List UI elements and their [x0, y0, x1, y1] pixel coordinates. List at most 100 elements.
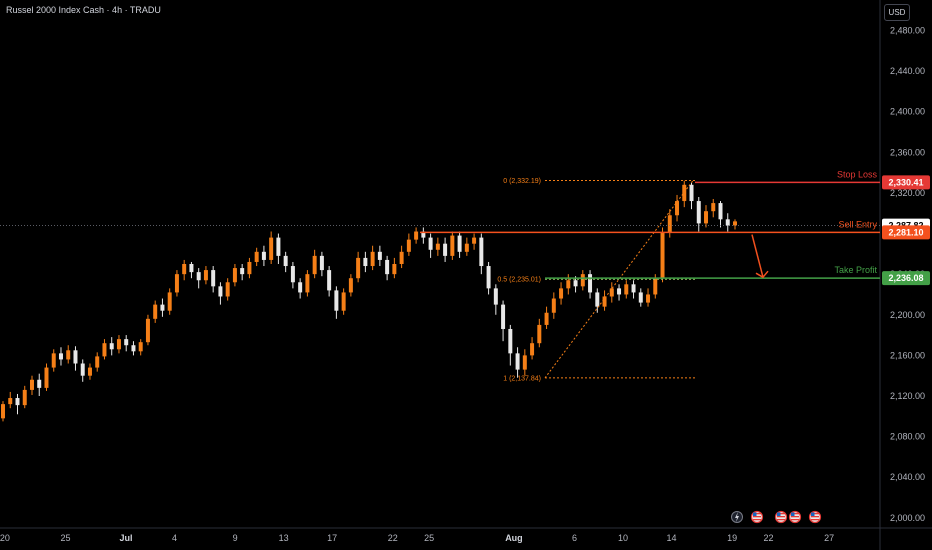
x-tick-label: 13 [279, 533, 289, 543]
y-axis[interactable]: 2,000.00 2,040.00 2,080.00 2,120.00 2,160.00… [882, 25, 930, 523]
candle [725, 213, 730, 232]
trade-levels[interactable]: Stop Loss Sell Entry Take Profit [0, 169, 880, 279]
candle [247, 257, 252, 279]
candle [675, 194, 680, 222]
candle [522, 349, 527, 376]
us-flag-icon-canton [811, 512, 815, 516]
candle-body [588, 274, 593, 293]
y-tick-label: 2,040.00 [890, 472, 925, 482]
candle [240, 264, 245, 281]
candle-body [1, 404, 5, 419]
candle-body [290, 266, 295, 283]
candle-body [675, 201, 680, 216]
candle-body [493, 288, 498, 305]
candle-body [501, 304, 506, 329]
candle [22, 385, 27, 409]
candle-body [80, 363, 85, 376]
candle-body [406, 239, 411, 252]
candle-body [131, 345, 136, 352]
candle [95, 352, 100, 372]
us-flag-icon [808, 510, 822, 524]
candle [631, 280, 636, 299]
candle [566, 274, 571, 295]
candle [131, 341, 136, 356]
candle-body [298, 282, 303, 293]
fibonacci-retracement[interactable]: 0 (2,332.19) 0.5 (2,235.01) 1 (2,137.84) [497, 178, 695, 382]
arrow-shaft [751, 234, 764, 278]
candle-body [573, 280, 578, 287]
candle [638, 288, 643, 307]
candle [15, 393, 20, 415]
candle [486, 261, 491, 295]
chart-title: Russel 2000 Index Cash · 4h · TRADU [6, 5, 161, 15]
candle [660, 227, 665, 283]
candle [733, 219, 737, 230]
candle-body [116, 339, 121, 350]
candle-body [515, 353, 520, 370]
candle [696, 196, 701, 232]
candle-body [240, 268, 245, 275]
candle-body [160, 304, 165, 311]
x-tick-label: Aug [505, 533, 523, 543]
y-tick-label: 2,000.00 [890, 513, 925, 523]
x-tick-label: 22 [763, 533, 773, 543]
y-tick-label: 2,160.00 [890, 350, 925, 360]
candle-body [559, 288, 564, 299]
candle [261, 245, 266, 267]
candle [718, 201, 723, 228]
candle [276, 233, 281, 264]
candle [348, 274, 353, 297]
candle-body [638, 292, 643, 303]
y-tick-label: 2,120.00 [890, 391, 925, 401]
candle [290, 261, 295, 289]
x-tick-label: Jul [120, 533, 133, 543]
candle [682, 180, 687, 208]
candle-body [319, 255, 324, 271]
candle-body [508, 328, 513, 354]
us-flag-icon-stripe [777, 513, 785, 515]
candle-body [421, 231, 426, 238]
lightning-icon [731, 511, 743, 523]
candle [421, 227, 426, 244]
candle-body [341, 292, 346, 311]
candle [428, 233, 433, 258]
candle [377, 245, 382, 267]
candle [196, 268, 201, 289]
x-tick-label: 4 [172, 533, 177, 543]
us-flag-icon-stripe [811, 519, 819, 521]
candle [189, 261, 194, 279]
candle-body [682, 184, 687, 202]
candle [182, 259, 187, 281]
currency-button[interactable]: USD [884, 4, 910, 21]
candle-body [66, 350, 71, 360]
x-axis[interactable]: 20 25 Jul 4 9 13 17 22 25 Aug 6 10 14 19 22 27 [0, 533, 834, 543]
candle-body [167, 292, 172, 311]
candle-body [51, 353, 56, 368]
candle [530, 337, 535, 360]
candle-body [232, 268, 237, 283]
candle-body [87, 367, 92, 376]
candle [153, 300, 158, 323]
candle [464, 237, 469, 256]
projection-arrow[interactable] [751, 234, 769, 279]
candle [145, 314, 150, 346]
candle [551, 292, 556, 319]
candle-body [356, 257, 361, 279]
lightning-icon-bolt [735, 512, 739, 522]
us-flag-icon-canton [791, 512, 795, 516]
candle [334, 286, 339, 319]
fib-level-label: 0 (2,332.19) [503, 178, 541, 185]
candle-body [22, 389, 27, 406]
sell-entry-price-tag: 2,281.10 [882, 225, 930, 240]
candle [450, 231, 455, 260]
candle [501, 300, 506, 342]
candle-body [269, 237, 274, 260]
candle-body [704, 211, 709, 224]
x-tick-label: 22 [388, 533, 398, 543]
stop-loss-price-tag-bg [882, 175, 930, 190]
us-flag-icon [750, 510, 764, 524]
candle [537, 318, 542, 348]
candle-body [182, 264, 187, 275]
candle-body [124, 339, 129, 346]
